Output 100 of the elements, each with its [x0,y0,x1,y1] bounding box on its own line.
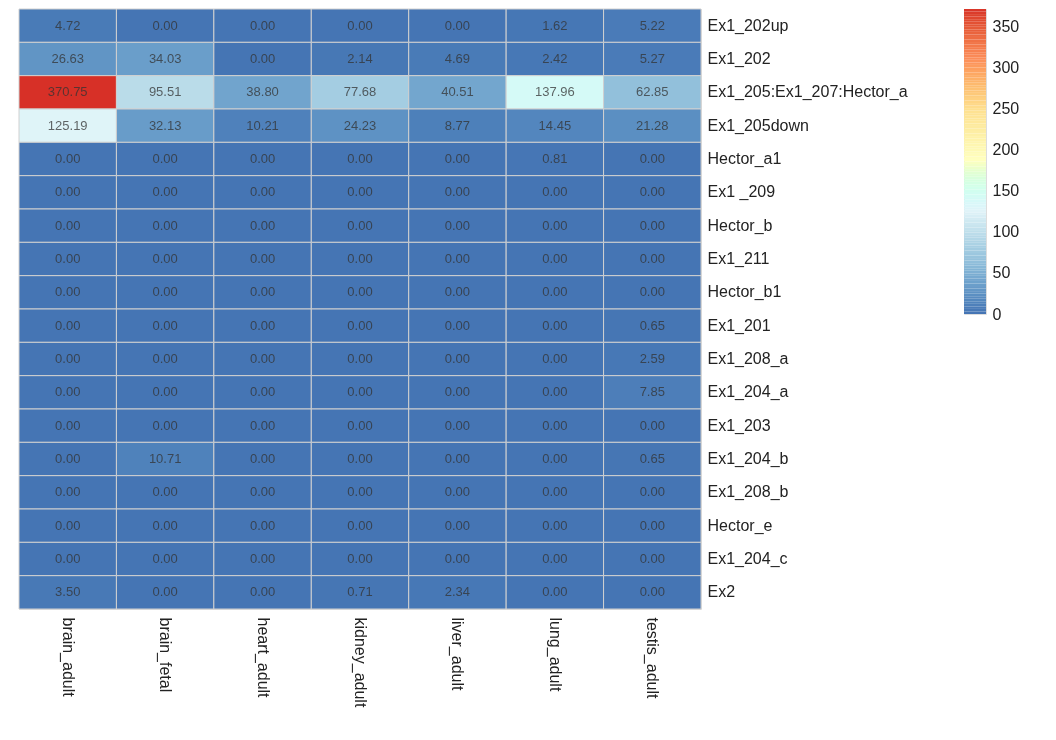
data-label: 0.00 [639,284,665,300]
data-label: 0.00 [542,351,568,366]
color-bar-label: 250 [992,99,1020,117]
y-tick-label: Hector_b [707,216,773,235]
data-label: 0.00 [152,17,178,33]
data-label: 0.00 [249,451,276,466]
data-label: 0.00 [542,217,568,233]
data-label: 1.62 [542,17,568,33]
data-label: 40.51 [441,84,474,100]
data-label: 0.00 [347,251,373,266]
data-label: 0.00 [249,484,276,500]
data-label: 0.81 [542,151,568,166]
x-tick-label: liver_adult [448,617,467,691]
data-label: 0.00 [542,184,568,200]
data-label: 0.00 [347,151,373,166]
data-label: 0.00 [347,284,373,300]
data-label: 0.00 [249,51,276,66]
data-label: 95.51 [148,84,182,100]
data-label: 0.00 [347,17,373,33]
data-label: 0.00 [55,351,81,366]
data-label: 0.00 [249,184,276,200]
x-tick-label: brain_adult [58,617,77,698]
data-label: 0.00 [152,584,178,600]
data-label: 0.00 [152,384,178,400]
data-label: 2.59 [639,351,665,366]
data-label: 0.00 [444,251,471,266]
data-label: 8.77 [444,117,471,133]
data-label: 2.42 [542,51,568,66]
data-label: 0.00 [639,217,665,233]
data-label: 0.00 [542,517,568,533]
data-label: 0.00 [444,484,471,500]
data-label: 0.00 [152,351,178,366]
data-label: 0.00 [249,384,276,400]
data-label: 62.85 [636,84,669,100]
data-label: 0.00 [444,517,471,533]
data-label: 0.00 [639,551,665,566]
data-label: 4.72 [55,17,81,33]
data-label: 0.00 [542,484,568,500]
data-label: 0.00 [444,551,471,566]
data-label: 0.00 [249,584,276,600]
data-label: 0.00 [639,417,665,433]
data-label: 137.96 [534,84,575,100]
y-tick-label: Ex1_204_a [707,383,789,402]
data-label: 0.00 [347,551,373,566]
data-label: 0.00 [639,584,665,600]
data-label: 0.00 [639,251,665,266]
data-label: 10.21 [246,117,279,133]
data-label: 0.00 [347,451,373,466]
data-label: 0.00 [347,517,373,533]
data-label: 0.00 [444,351,471,366]
y-tick-label: Ex1 _209 [707,183,776,202]
data-label: 2.14 [347,51,373,66]
data-label: 0.00 [55,284,81,300]
y-tick-label: Ex1_205down [707,116,809,135]
data-label: 0.00 [347,217,373,233]
data-label: 0.00 [55,484,81,500]
color-bar-label: 350 [992,17,1020,35]
data-label: 0.00 [249,417,276,433]
data-label: 0.00 [347,184,373,200]
data-label: 0.00 [249,317,276,333]
data-label: 38.80 [246,84,279,100]
y-tick-label: Ex1_205:Ex1_207:Hector_a [707,83,908,102]
data-label: 0.00 [152,151,178,166]
data-label: 0.00 [444,451,471,466]
data-label: 0.00 [55,417,81,433]
data-label: 0.00 [444,184,471,200]
data-label: 0.00 [249,217,276,233]
data-label: 0.00 [444,17,471,33]
data-label: 0.00 [152,551,178,566]
y-tick-label: Ex1_202up [707,16,789,35]
data-label: 0.00 [152,284,178,300]
data-label: 0.00 [152,217,178,233]
data-label: 0.00 [639,484,665,500]
data-label: 26.63 [51,51,84,66]
data-label: 0.00 [542,317,568,333]
x-tick-label: kidney_adult [351,617,369,708]
data-label: 0.00 [444,284,471,300]
x-tick-label: heart_adult [253,617,272,699]
data-label: 0.00 [347,317,373,333]
data-label: 0.00 [55,251,81,266]
data-label: 0.00 [55,151,81,166]
color-bar-label: 200 [992,140,1020,158]
color-bar-label: 150 [992,182,1020,200]
data-label: 0.00 [55,184,81,200]
data-label: 3.50 [55,584,81,600]
x-tick-label: brain_fetal [156,617,175,693]
data-label: 0.00 [639,184,665,200]
y-tick-label: Ex2 [707,583,736,601]
data-label: 0.00 [542,251,568,266]
data-label: 0.00 [249,351,276,366]
data-label: 32.13 [148,117,182,133]
color-bar-label: 300 [992,58,1020,76]
color-bar-label: 100 [992,223,1020,241]
data-label: 0.00 [249,17,276,33]
data-label: 0.00 [152,184,178,200]
data-label: 0.00 [542,584,568,600]
data-label: 125.19 [47,117,88,133]
data-label: 2.34 [444,584,471,600]
y-tick-label: Hector_a1 [707,150,782,168]
data-label: 0.71 [347,584,373,600]
